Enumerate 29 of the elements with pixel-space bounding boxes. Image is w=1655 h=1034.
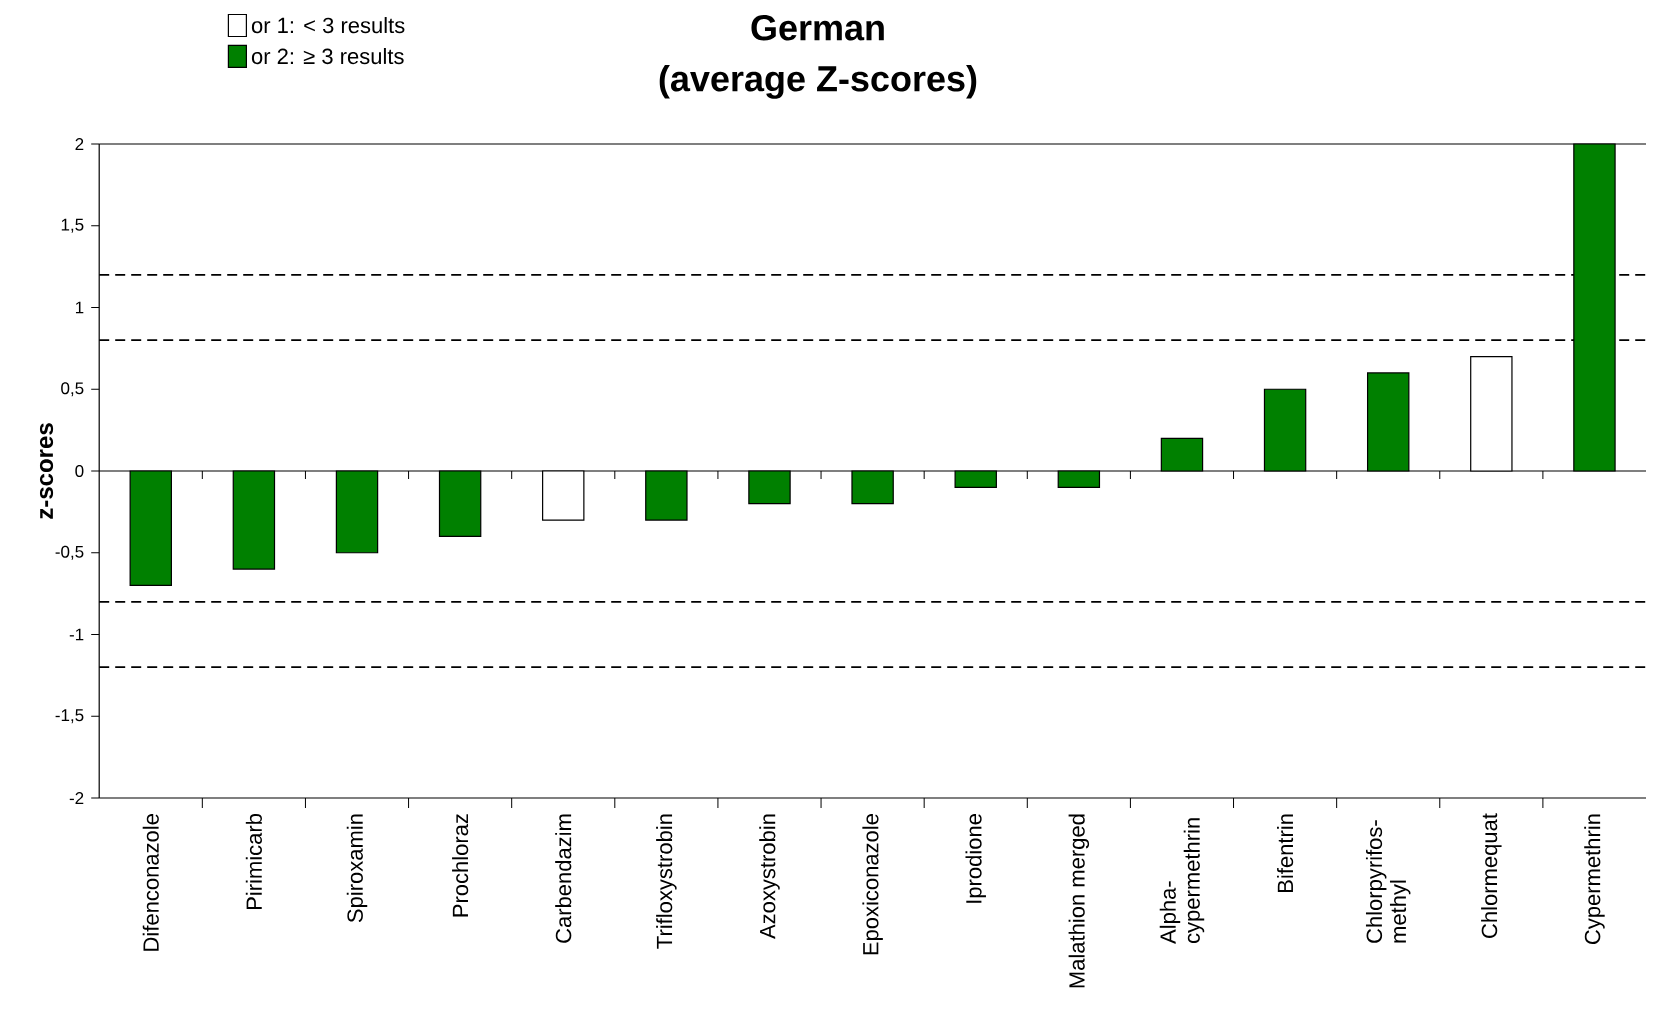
y-tick-label: 1,5 [61, 218, 84, 233]
chart-subtitle: (average Z-scores) [659, 65, 977, 99]
x-tick-label: Difenconazole [142, 814, 159, 951]
x-tick-label: Malathion merged [1068, 814, 1090, 988]
x-tick-label: Bifentrin [1277, 814, 1294, 892]
x-tick-label: Epoxiconazole [862, 814, 883, 955]
x-tick-label: Pirimicarb [245, 814, 262, 910]
chart-title: German [751, 15, 884, 41]
y-tick-label: -0,5 [55, 545, 84, 560]
x-tick-label: Iprodione [965, 814, 986, 903]
x-tick-label: Chlormequat [1481, 813, 1502, 938]
x-tick-label: Chlorpyrifos-methyl [1365, 820, 1411, 943]
legend-label: or 2: ≥ 3 results [251, 47, 404, 65]
x-tick-label: Azoxystrobin [759, 814, 780, 939]
x-tick-label: Alpha-cypermethrin [1159, 818, 1205, 944]
x-tick-label: Trifloxystrobin [656, 814, 677, 949]
x-tick-label: Carbendazim [555, 814, 572, 943]
y-tick-label: -1 [69, 628, 84, 641]
y-tick-label: 2 [75, 138, 84, 150]
y-tick-label: 0 [75, 465, 84, 478]
y-tick-label: 1 [75, 301, 84, 314]
x-tick-label: Cypermethrin [1584, 814, 1605, 944]
y-tick-label: -1,5 [55, 709, 84, 724]
x-tick-label: Prochloraz [452, 814, 469, 917]
y-tick-label: 0,5 [61, 382, 84, 397]
y-tick-label: -2 [69, 792, 84, 804]
x-tick-label: Spiroxamin [346, 814, 368, 923]
y-axis-title: z-scores [39, 423, 54, 519]
legend-label: or 1: < 3 results [251, 17, 405, 34]
